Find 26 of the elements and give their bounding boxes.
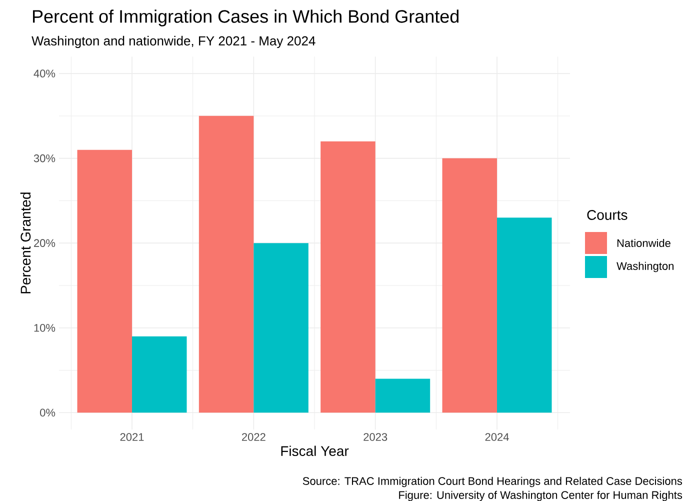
y-tick-label: 30% bbox=[34, 154, 56, 162]
x-tick-label: 2023 bbox=[364, 433, 388, 441]
y-tick-label: 20% bbox=[34, 239, 56, 247]
legend-title: Courts bbox=[587, 210, 628, 220]
y-tick-label: 10% bbox=[34, 324, 56, 332]
bar bbox=[442, 158, 498, 413]
y-axis-title: Percent Granted bbox=[20, 192, 31, 294]
bar bbox=[320, 141, 376, 413]
legend-label: Nationwide bbox=[617, 238, 670, 248]
x-tick-label: 2021 bbox=[120, 433, 144, 441]
text: Figure: University of Washington Center for Human Rights bbox=[399, 490, 682, 501]
x-tick-label: 2024 bbox=[485, 433, 509, 441]
y-tick-label: 0% bbox=[40, 408, 56, 417]
x-axis-title: Fiscal Year bbox=[281, 446, 349, 456]
bar bbox=[375, 378, 430, 413]
legend-label: Washington bbox=[616, 262, 674, 272]
bar bbox=[497, 218, 552, 413]
chart-title: Percent of Immigration Cases in Which Bond Granted bbox=[33, 10, 458, 26]
source-note: Source: TRAC Immigration Court Bond Hearings and Related Case Decisions bbox=[302, 476, 682, 488]
bar bbox=[198, 116, 254, 413]
y-tick-label: 40% bbox=[34, 70, 56, 78]
bar bbox=[132, 336, 187, 413]
bar bbox=[77, 150, 132, 413]
x-tick-label: 2022 bbox=[242, 433, 266, 441]
bar bbox=[254, 243, 308, 413]
chart-subtitle: Washington and nationwide, FY 2021 - May 2024 bbox=[32, 36, 316, 48]
